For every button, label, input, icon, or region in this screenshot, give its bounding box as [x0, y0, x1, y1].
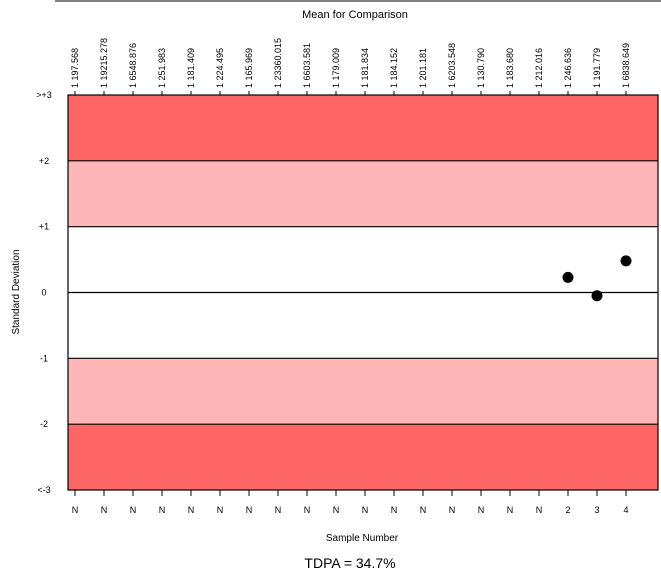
- y-tick-label: +1: [39, 222, 49, 232]
- top-mean-label: 1 23360.015: [273, 38, 283, 88]
- x-tick-label: N: [275, 505, 282, 515]
- data-point: [562, 271, 574, 283]
- top-mean-label: 1 212.016: [534, 48, 544, 88]
- data-point: [620, 255, 632, 267]
- y-axis-label: Standard Deviation: [11, 249, 22, 334]
- x-tick-label: N: [507, 505, 514, 515]
- top-mean-label: 1 6203.548: [447, 43, 457, 88]
- x-tick-label: N: [246, 505, 253, 515]
- top-mean-label: 1 6548.876: [128, 43, 138, 88]
- sd-band: [68, 358, 658, 425]
- top-mean-label: 1 165.969: [244, 48, 254, 88]
- x-tick-label: N: [478, 505, 485, 515]
- top-mean-label: 1 19215.278: [99, 38, 109, 88]
- x-tick-label: N: [362, 505, 369, 515]
- x-tick-label: N: [391, 505, 398, 515]
- x-axis-label: Sample Number: [326, 533, 399, 544]
- x-tick-labels: N N N N N N N N N N N N N N N N N 2 3 4: [72, 505, 629, 515]
- y-tick-label: +2: [39, 156, 49, 166]
- x-ticks: [74, 490, 627, 496]
- plot-frame: [67, 94, 659, 491]
- x-tick-label: N: [449, 505, 456, 515]
- sd-band: [68, 424, 658, 490]
- top-mean-label: 1 6603.581: [302, 43, 312, 88]
- x-tick-label: 4: [623, 505, 628, 515]
- x-tick-label: N: [536, 505, 543, 515]
- top-mean-label: 1 184.152: [389, 48, 399, 88]
- chart-title: Mean for Comparison: [302, 9, 408, 21]
- top-mean-label: 1 251.983: [157, 48, 167, 88]
- top-mean-label: 1 181.834: [360, 48, 370, 88]
- top-mean-label: 1 201.181: [418, 48, 428, 88]
- top-mean-label: 1 130.790: [476, 48, 486, 88]
- y-tick-labels: >+3 +2 +1 0 -1 -2 <-3: [36, 90, 52, 495]
- top-labels: 1 197.568 1 19215.278 1 6548.876 1 251.983 1…: [70, 38, 631, 95]
- x-tick-label: N: [130, 505, 137, 515]
- top-mean-label: 1 224.495: [215, 48, 225, 88]
- top-mean-label: 1 181.409: [186, 48, 196, 88]
- x-tick-label: N: [304, 505, 311, 515]
- x-tick-label: N: [420, 505, 427, 515]
- data-point: [591, 290, 603, 302]
- x-tick-label: 3: [594, 505, 599, 515]
- y-tick-label: <-3: [37, 485, 50, 495]
- top-mean-label: 1 183.680: [505, 48, 515, 88]
- y-tick-label: -1: [40, 353, 48, 363]
- x-tick-label: N: [159, 505, 166, 515]
- top-mean-label: 1 197.568: [70, 48, 80, 88]
- y-tick-label: 0: [41, 288, 46, 298]
- x-tick-label: N: [333, 505, 340, 515]
- x-tick-label: N: [72, 505, 79, 515]
- x-tick-label: N: [188, 505, 195, 515]
- y-tick-label: >+3: [36, 90, 52, 100]
- x-tick-label: 2: [565, 505, 570, 515]
- y-tick-label: -2: [40, 419, 48, 429]
- data-points: [562, 255, 632, 302]
- boundary-lines: [55, 0, 661, 491]
- footer-text: TDPA = 34.7%: [304, 555, 395, 571]
- top-mean-label: 1 6838.649: [621, 43, 631, 88]
- top-mean-label: 1 179.009: [331, 48, 341, 88]
- x-tick-label: N: [217, 505, 224, 515]
- sd-band: [68, 160, 658, 227]
- x-tick-label: N: [101, 505, 108, 515]
- sd-band: [68, 95, 658, 161]
- top-mean-label: 1 191.779: [592, 48, 602, 88]
- top-mean-label: 1 246.636: [563, 48, 573, 88]
